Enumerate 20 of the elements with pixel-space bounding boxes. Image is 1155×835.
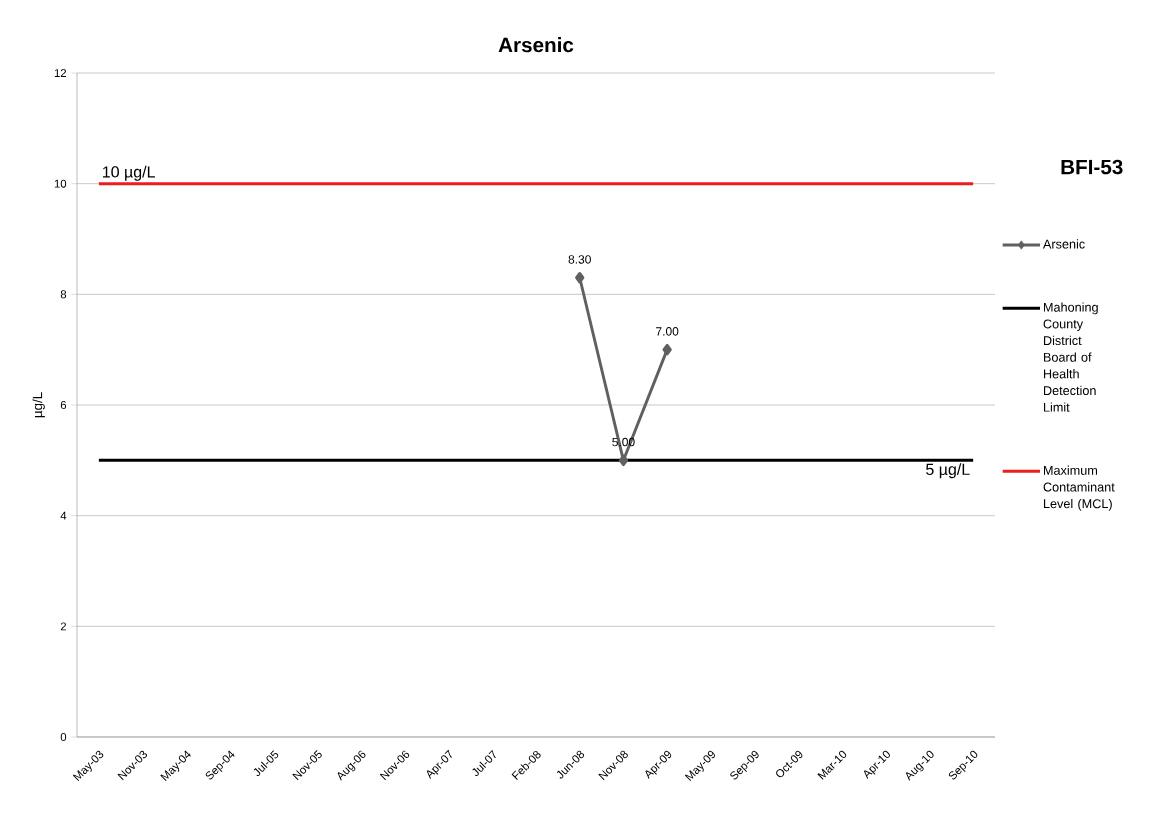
text: BFI-53 xyxy=(1061,159,1123,175)
annotation: 5 µg/L xyxy=(926,463,970,479)
y-tick-label: 8 xyxy=(60,290,67,299)
y-tick-label: 2 xyxy=(60,622,67,631)
y-tick-label: 10 xyxy=(54,179,67,188)
point xyxy=(662,343,672,356)
data-label: 7.00 xyxy=(656,327,679,336)
point xyxy=(575,271,585,284)
y-tick-label: 4 xyxy=(60,511,67,520)
legend-label: Mahoning County District Board of Health Detection Limit xyxy=(1043,302,1098,412)
y-tick-label: 6 xyxy=(60,400,67,409)
chart-title: Arsenic xyxy=(498,37,574,53)
y-axis-title: µg/L xyxy=(32,392,45,418)
legend-label: Arsenic xyxy=(1042,239,1085,249)
legend-label: Maximum Contaminant Level (MCL) xyxy=(1043,465,1115,511)
annotation: 10 µg/L xyxy=(103,165,155,181)
point xyxy=(618,454,629,467)
y-tick-label: 0 xyxy=(60,733,67,742)
data-label: 8.30 xyxy=(568,255,591,264)
y-tick-label: 12 xyxy=(54,69,67,77)
